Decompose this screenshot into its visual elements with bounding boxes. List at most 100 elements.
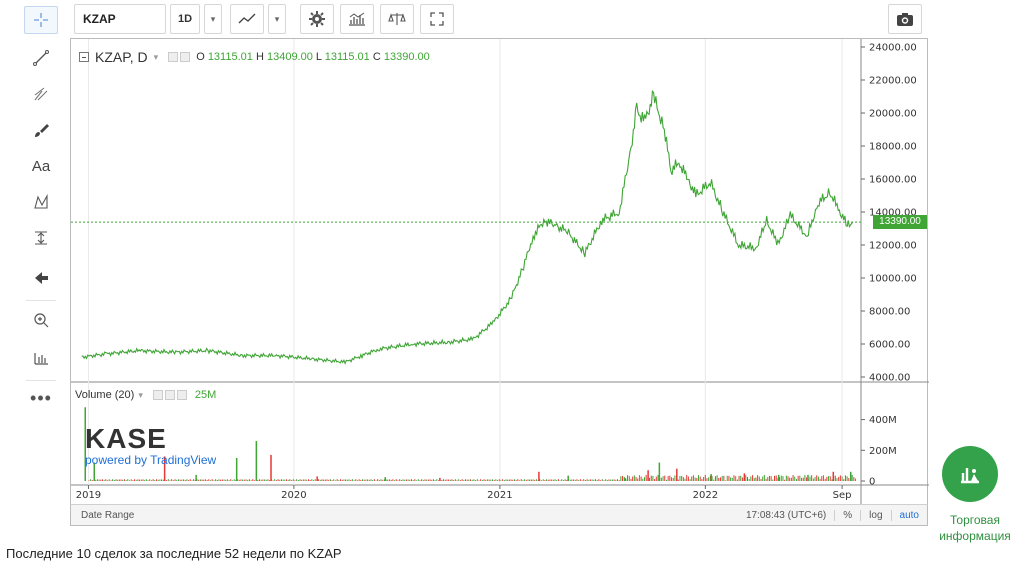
crosshair-tool[interactable] (24, 6, 58, 34)
compare-tool[interactable] (24, 344, 58, 372)
volume-spike-bar (384, 477, 387, 481)
volume-bar (264, 479, 266, 481)
volume-bar (831, 479, 833, 481)
log-scale-toggle[interactable]: log (860, 509, 890, 521)
volume-bar (480, 479, 482, 481)
remove-drawings-tool[interactable] (24, 264, 58, 292)
volume-bar (183, 479, 185, 481)
trade-info-button[interactable] (942, 446, 998, 502)
interval-selector[interactable]: 1D (170, 4, 200, 34)
snapshot-button[interactable] (888, 4, 922, 34)
volume-bar (603, 480, 605, 481)
volume-bar (191, 480, 193, 481)
volume-bar (113, 479, 115, 481)
volume-bar (95, 479, 97, 481)
volume-bar (630, 478, 632, 481)
volume-bar (407, 479, 409, 481)
fibonacci-tool[interactable] (24, 80, 58, 108)
volume-bar (785, 475, 787, 481)
pattern-tool[interactable] (24, 188, 58, 216)
measure-tool[interactable] (24, 224, 58, 252)
price-tick-label: 12000.00 (869, 241, 917, 252)
chart-type-dropdown[interactable]: ▾ (268, 4, 286, 34)
volume-bar (88, 480, 90, 481)
volume-bar (221, 479, 223, 481)
volume-bar (167, 479, 169, 481)
compare-button[interactable] (380, 4, 414, 34)
more-tools-button[interactable]: ••• (24, 384, 58, 412)
volume-dropdown-icon[interactable]: ▾ (138, 389, 143, 400)
volume-settings-icon[interactable] (152, 390, 163, 400)
last-price-tag: 13390.00 (873, 215, 927, 229)
volume-bar (652, 475, 654, 481)
volume-bar (495, 479, 497, 481)
interval-dropdown[interactable]: ▾ (204, 4, 222, 34)
volume-bar (181, 479, 183, 481)
brush-tool[interactable] (24, 116, 58, 144)
volume-spike-bar (832, 471, 835, 481)
volume-bar (441, 480, 443, 481)
volume-bar (389, 479, 391, 481)
symbol-interval-label[interactable]: KZAP, D (95, 49, 148, 65)
volume-bar (527, 479, 529, 481)
legend-visibility-icon[interactable] (180, 52, 191, 62)
volume-bar (127, 479, 129, 481)
volume-bar (237, 479, 239, 481)
volume-tick-label: 400M (869, 415, 897, 426)
volume-bar (649, 477, 651, 481)
volume-close-icon[interactable] (176, 390, 187, 400)
volume-bar (855, 478, 857, 481)
chart-container[interactable]: 24000.00 22000.00 20000.00 18000.00 16000.00… (70, 38, 929, 526)
volume-bar (502, 479, 504, 481)
volume-bar (760, 479, 762, 481)
volume-bar (468, 479, 470, 481)
collapse-icon[interactable] (79, 52, 89, 62)
volume-bar (574, 479, 576, 481)
legend-dropdown-icon[interactable]: ▾ (153, 51, 159, 62)
auto-scale-toggle[interactable]: auto (890, 509, 927, 521)
settings-button[interactable] (300, 4, 334, 34)
volume-bar (817, 476, 819, 481)
kase-logo[interactable]: KASE powered by TradingView (85, 425, 217, 468)
zoom-tool[interactable] (24, 306, 58, 334)
symbol-search[interactable]: KZAP (74, 4, 166, 34)
volume-spike-bar (316, 476, 318, 481)
trade-info-label[interactable]: Торговая информация (928, 512, 1022, 544)
volume-bar (757, 475, 759, 481)
chart-canvas[interactable]: 24000.00 22000.00 20000.00 18000.00 16000.00… (71, 39, 929, 505)
percent-scale-toggle[interactable]: % (834, 509, 860, 521)
date-range-button[interactable]: Date Range (81, 509, 135, 521)
volume-visibility-icon[interactable] (164, 390, 175, 400)
volume-bar (611, 479, 613, 481)
volume-legend: Volume (20) ▾ 25M (75, 389, 216, 401)
text-tool[interactable]: Aa (24, 152, 58, 180)
volume-bar (758, 476, 760, 481)
brush-icon (35, 124, 49, 137)
chevron-down-icon: ▾ (210, 13, 216, 24)
volume-bar (275, 480, 277, 481)
volume-bar (213, 480, 215, 481)
volume-spike-bar (270, 454, 272, 481)
volume-bar (107, 480, 109, 481)
legend-settings-icon[interactable] (168, 52, 179, 62)
indicators-button[interactable] (340, 4, 374, 34)
chart-type-button[interactable] (230, 4, 264, 34)
volume-bar (334, 480, 336, 481)
trendline-tool[interactable] (24, 44, 58, 72)
volume-bar (225, 479, 227, 481)
volume-bar (829, 476, 831, 481)
volume-bar (356, 480, 358, 481)
clock-display: 17:08:43 (UTC+6) (745, 509, 827, 521)
fullscreen-button[interactable] (420, 4, 454, 34)
powered-by-link[interactable]: powered by TradingView (85, 453, 217, 467)
volume-bar (196, 479, 198, 481)
price-series-line (81, 89, 854, 365)
volume-bar (505, 479, 507, 481)
price-tick-label: 6000.00 (869, 340, 910, 351)
volume-bar (390, 479, 392, 481)
volume-bar (243, 479, 245, 481)
volume-bar (128, 480, 130, 481)
volume-bar (637, 478, 639, 481)
volume-bar (422, 479, 424, 481)
volume-label[interactable]: Volume (20) (75, 389, 135, 401)
